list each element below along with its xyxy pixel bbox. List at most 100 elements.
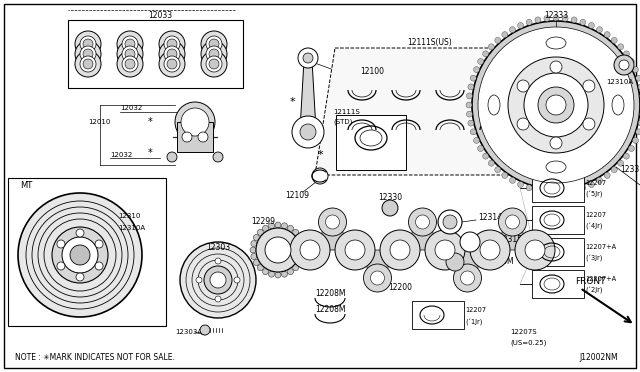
Circle shape (76, 273, 84, 281)
Circle shape (435, 240, 455, 260)
Circle shape (164, 46, 180, 62)
Circle shape (468, 120, 474, 126)
Circle shape (75, 41, 101, 67)
Circle shape (70, 245, 90, 265)
Ellipse shape (546, 37, 566, 49)
Circle shape (550, 137, 562, 149)
Circle shape (282, 223, 287, 229)
Circle shape (628, 58, 634, 64)
Circle shape (303, 53, 313, 63)
Circle shape (488, 44, 494, 50)
Text: 12207+A: 12207+A (585, 276, 616, 282)
Circle shape (251, 253, 257, 260)
Circle shape (122, 36, 138, 52)
Circle shape (454, 264, 481, 292)
Circle shape (300, 247, 306, 253)
Circle shape (206, 56, 222, 72)
Circle shape (83, 39, 93, 49)
Circle shape (468, 84, 474, 90)
Circle shape (256, 228, 300, 272)
Text: 12207+A: 12207+A (585, 244, 616, 250)
Circle shape (181, 108, 209, 136)
Text: 12032: 12032 (110, 152, 132, 158)
Circle shape (175, 102, 215, 142)
Circle shape (75, 31, 101, 57)
Polygon shape (498, 222, 527, 250)
Circle shape (18, 193, 142, 317)
Circle shape (298, 48, 318, 68)
Circle shape (164, 56, 180, 72)
Circle shape (201, 41, 227, 67)
Polygon shape (315, 48, 590, 175)
Circle shape (604, 172, 610, 179)
Circle shape (164, 36, 180, 52)
Circle shape (480, 240, 500, 260)
Text: (US=0.25): (US=0.25) (510, 340, 547, 346)
Circle shape (611, 37, 617, 44)
Circle shape (253, 260, 259, 266)
Circle shape (553, 189, 559, 195)
Text: *: * (148, 148, 152, 158)
Circle shape (636, 129, 640, 135)
Polygon shape (408, 222, 437, 250)
Circle shape (371, 271, 385, 285)
Circle shape (80, 36, 96, 52)
Circle shape (438, 210, 462, 234)
Text: 12310A: 12310A (118, 225, 145, 231)
Polygon shape (300, 60, 316, 130)
Circle shape (125, 49, 135, 59)
Text: 12010: 12010 (88, 119, 110, 125)
Circle shape (204, 266, 232, 294)
Circle shape (76, 229, 84, 237)
Text: (´3Jr): (´3Jr) (585, 256, 602, 263)
Circle shape (415, 215, 429, 229)
Circle shape (632, 67, 639, 73)
Text: 12303A: 12303A (175, 329, 202, 335)
Circle shape (638, 120, 640, 126)
Circle shape (75, 51, 101, 77)
Circle shape (623, 153, 629, 159)
Circle shape (467, 111, 472, 117)
Circle shape (250, 247, 256, 253)
Circle shape (282, 271, 287, 277)
Circle shape (125, 59, 135, 69)
Circle shape (83, 59, 93, 69)
Circle shape (80, 56, 96, 72)
Circle shape (209, 39, 219, 49)
Ellipse shape (488, 95, 500, 115)
Text: 12331: 12331 (620, 166, 640, 174)
Circle shape (122, 56, 138, 72)
Circle shape (201, 31, 227, 57)
Circle shape (550, 61, 562, 73)
Circle shape (335, 230, 375, 270)
Circle shape (269, 223, 275, 229)
Bar (532, 270, 584, 298)
Text: (STD): (STD) (333, 119, 353, 125)
Circle shape (62, 237, 98, 273)
Circle shape (474, 67, 479, 73)
Circle shape (571, 187, 577, 193)
Circle shape (460, 232, 480, 252)
Text: 12208M: 12208M (315, 305, 345, 314)
Circle shape (209, 49, 219, 59)
Circle shape (509, 177, 515, 183)
Circle shape (535, 187, 541, 193)
Text: 12314E: 12314E (478, 214, 507, 222)
Circle shape (618, 44, 623, 50)
Circle shape (159, 31, 185, 57)
Circle shape (180, 242, 256, 318)
Circle shape (526, 19, 532, 25)
Circle shape (312, 168, 328, 184)
Text: *: * (148, 117, 152, 127)
Circle shape (546, 95, 566, 115)
Bar (336, 115, 406, 170)
Circle shape (117, 41, 143, 67)
Text: 12310: 12310 (118, 213, 140, 219)
Circle shape (262, 269, 269, 275)
Text: 12032: 12032 (120, 105, 142, 111)
Text: 12207S: 12207S (510, 329, 536, 335)
Circle shape (618, 160, 623, 166)
Circle shape (538, 87, 574, 123)
Circle shape (596, 27, 602, 33)
Circle shape (483, 153, 488, 159)
